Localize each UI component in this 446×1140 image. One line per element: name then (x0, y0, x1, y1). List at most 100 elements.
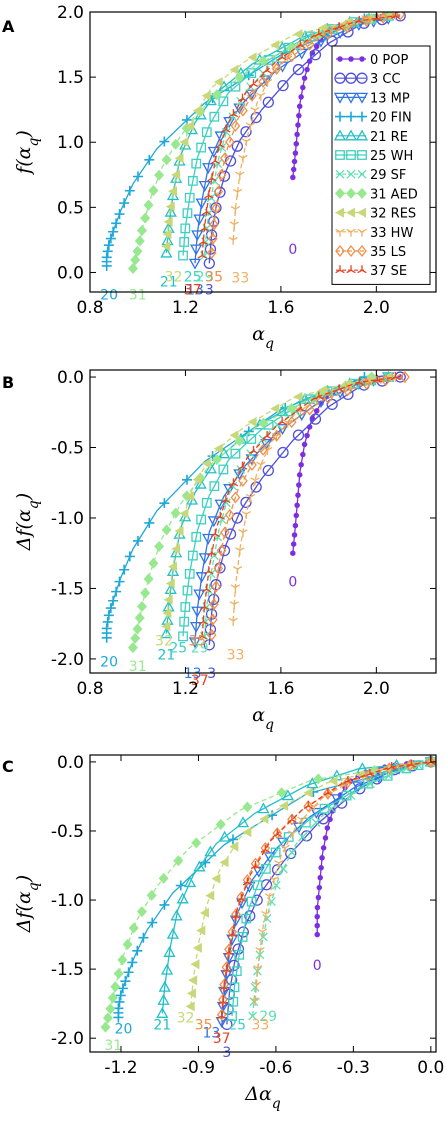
marker-20 (124, 551, 135, 562)
series-31 (100, 756, 436, 1033)
marker-32 (165, 201, 175, 212)
marker-37 (224, 947, 234, 956)
marker-20 (108, 595, 119, 606)
marker-32 (179, 508, 189, 519)
x-axis-label: Δαq (244, 1083, 281, 1112)
marker-13 (310, 807, 323, 819)
marker-13 (188, 258, 202, 270)
marker-31 (117, 954, 128, 966)
curve-label-31: 31 (129, 288, 147, 304)
marker-31 (113, 968, 124, 980)
marker-32 (163, 216, 173, 227)
marker-3 (240, 126, 252, 138)
marker-20 (159, 899, 170, 910)
marker-20 (114, 209, 125, 220)
curve-label-32: 32 (155, 634, 173, 650)
marker-0 (314, 931, 320, 938)
marker-35 (209, 598, 219, 611)
marker-35 (395, 12, 406, 21)
marker-25 (187, 550, 198, 561)
curve-label-29: 29 (191, 641, 209, 657)
marker-29 (346, 791, 356, 801)
marker-31 (276, 787, 287, 799)
marker-0 (296, 482, 302, 488)
marker-13 (223, 484, 236, 496)
marker-35 (213, 185, 224, 198)
marker-3 (237, 926, 249, 938)
y-tick-label: -1.0 (51, 891, 84, 911)
marker-20 (119, 564, 130, 575)
marker-3 (277, 79, 289, 92)
marker-29 (250, 982, 260, 992)
marker-35 (230, 491, 241, 504)
marker-0 (306, 58, 313, 64)
marker-13 (190, 621, 203, 633)
marker-3 (232, 943, 245, 955)
marker-37 (221, 964, 232, 974)
marker-35 (342, 776, 353, 789)
curve-label-13: 13 (186, 282, 204, 298)
marker-37 (217, 1011, 227, 1020)
curve-label-29: 29 (196, 269, 214, 285)
curve-label-0: 0 (288, 574, 297, 590)
marker-0 (301, 441, 308, 448)
marker-0 (304, 432, 310, 439)
marker-31 (170, 138, 181, 150)
marker-32 (171, 544, 181, 555)
panel-label: A (2, 17, 15, 36)
legend-entry-0: 0 POP (336, 53, 408, 68)
marker-35 (209, 218, 219, 231)
marker-0 (316, 884, 323, 891)
series-0 (290, 374, 403, 556)
marker-21 (306, 777, 319, 789)
marker-32 (279, 800, 289, 811)
x-tick-label: -0.9 (182, 1058, 215, 1078)
marker-0 (294, 502, 300, 509)
marker-20 (111, 218, 122, 229)
marker-21 (176, 892, 189, 904)
marker-32 (199, 907, 209, 918)
marker-25 (182, 208, 193, 219)
marker-37 (215, 511, 225, 520)
curve-label-37: 37 (191, 673, 209, 689)
x-tick-label: -0.3 (337, 1058, 370, 1078)
marker-3 (262, 96, 274, 108)
marker-35 (247, 89, 257, 102)
marker-31 (215, 819, 226, 831)
legend-entry-31: 31 AED (335, 187, 418, 202)
marker-31 (134, 235, 145, 247)
marker-25 (231, 966, 242, 977)
marker-35 (230, 119, 241, 132)
marker-35 (272, 827, 283, 840)
marker-33 (250, 106, 260, 116)
marker-20 (111, 586, 122, 597)
marker-20 (127, 957, 138, 968)
marker-33 (229, 221, 239, 230)
marker-37 (218, 996, 228, 1005)
marker-35 (220, 526, 230, 539)
marker-32 (185, 120, 195, 131)
marker-0 (291, 158, 298, 165)
x-tick-label: 1.2 (172, 679, 199, 699)
marker-0 (296, 103, 303, 110)
marker-32 (259, 813, 269, 824)
marker-37 (210, 156, 221, 165)
marker-37 (221, 495, 231, 504)
marker-32 (161, 621, 171, 632)
panel-label: B (2, 373, 14, 392)
marker-21 (204, 94, 217, 106)
marker-35 (247, 458, 257, 471)
marker-25 (191, 158, 202, 169)
marker-32 (229, 64, 239, 75)
marker-35 (258, 443, 268, 456)
marker-13 (276, 424, 289, 436)
marker-0 (293, 141, 300, 147)
series-line-33 (232, 13, 396, 240)
legend-entry-20: 20 FIN (335, 111, 412, 126)
marker-31 (161, 524, 172, 536)
marker-37 (201, 584, 212, 593)
marker-35 (304, 403, 315, 416)
marker-25 (179, 237, 190, 247)
curve-label-31: 31 (104, 1038, 122, 1054)
legend-entry-21: 21 RE (333, 129, 408, 145)
